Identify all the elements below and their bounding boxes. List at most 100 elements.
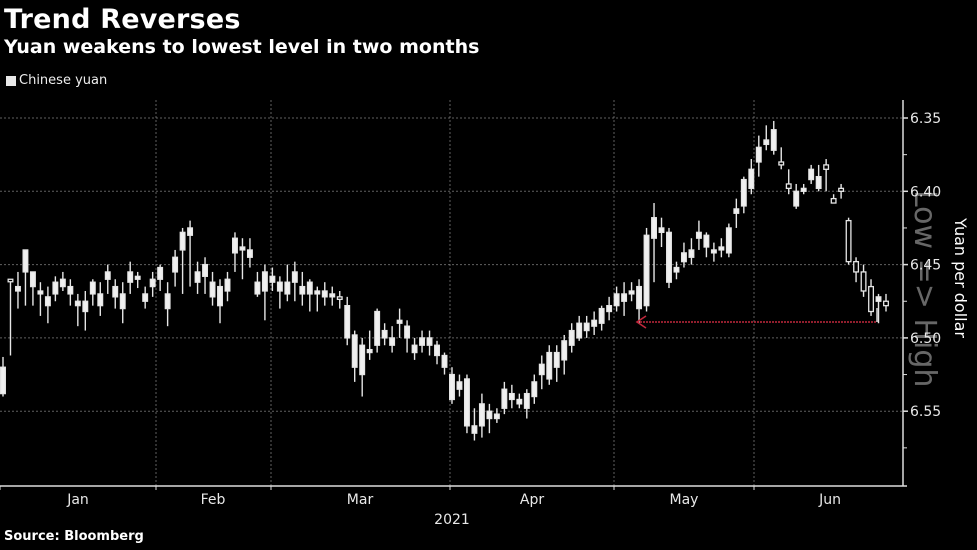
candle — [246, 238, 253, 268]
candle — [501, 381, 508, 415]
candle — [67, 279, 74, 306]
candle-body — [14, 285, 21, 292]
candle-body — [695, 231, 702, 239]
candle-body — [823, 164, 830, 170]
candle-body — [224, 278, 231, 292]
candle — [703, 232, 710, 258]
candle — [269, 267, 276, 291]
candle — [830, 194, 837, 204]
y-tick-label: 6.40 — [910, 184, 941, 200]
candle-body — [7, 278, 14, 283]
axes: 6.35 6.40 6.45 6.50 6.55 Jan Feb Mar Apr May Jun 20… — [0, 100, 970, 528]
candle-body — [860, 271, 867, 292]
candle-body — [456, 381, 463, 390]
candle-body — [374, 310, 381, 346]
candle — [314, 286, 321, 312]
candle-body — [643, 234, 650, 307]
candle-body — [112, 285, 119, 298]
candle — [860, 264, 867, 297]
candle-body — [598, 307, 605, 324]
candle-body — [44, 296, 51, 307]
candle — [755, 135, 762, 177]
candle-body — [254, 281, 261, 295]
candle — [613, 286, 620, 312]
candle-body — [246, 249, 253, 258]
watermark: Low => High — [907, 190, 942, 387]
candle-body — [516, 398, 523, 405]
candle-body — [666, 231, 672, 283]
candle — [778, 147, 785, 170]
candle-body — [37, 290, 44, 295]
candle — [868, 279, 875, 316]
candle-body — [651, 217, 657, 239]
candle — [695, 220, 702, 250]
x-year-label: 2021 — [434, 512, 470, 528]
candle — [396, 308, 403, 338]
candle-body — [119, 293, 126, 310]
candle-body — [187, 227, 194, 236]
candle-body — [344, 304, 351, 339]
candle — [112, 279, 119, 309]
candle — [643, 227, 650, 312]
candle-body — [710, 249, 717, 254]
candle-body — [22, 249, 29, 273]
candle — [74, 293, 81, 327]
candle — [583, 315, 590, 338]
candle-body — [628, 290, 635, 295]
candle-body — [426, 337, 433, 346]
candle — [598, 305, 605, 331]
candle — [291, 261, 298, 302]
y-axis-label: Yuan per dollar — [951, 217, 970, 338]
candle — [434, 340, 440, 365]
candle-body — [868, 285, 875, 313]
candle-body — [276, 281, 283, 292]
candle — [456, 374, 463, 397]
candle — [82, 290, 89, 331]
candle — [344, 296, 351, 346]
candle-body — [763, 139, 770, 146]
candle-body — [172, 256, 179, 273]
candle — [651, 203, 657, 283]
y-tick-label: 6.50 — [910, 331, 941, 347]
candle — [202, 257, 209, 294]
candle — [568, 323, 575, 353]
candle — [508, 384, 515, 409]
candle — [793, 183, 800, 209]
candle — [561, 334, 568, 375]
candle — [209, 271, 216, 306]
candle-body — [89, 281, 96, 295]
candle-body — [553, 351, 560, 368]
candle-body — [546, 351, 553, 380]
candle — [591, 311, 598, 335]
legend-label: Chinese yuan — [19, 73, 108, 88]
candle-body — [97, 293, 104, 307]
candle — [875, 293, 882, 324]
y-tick-label: 6.55 — [910, 404, 941, 420]
candle — [426, 330, 433, 356]
candle — [658, 217, 665, 248]
candle — [389, 326, 396, 353]
candle — [127, 261, 134, 294]
candle — [194, 261, 201, 294]
candle-body — [658, 227, 665, 233]
candle — [0, 356, 6, 397]
candle — [366, 330, 373, 360]
candle-body — [314, 290, 321, 295]
candle — [523, 389, 530, 419]
candle-body — [351, 334, 358, 368]
candle-body — [523, 392, 530, 409]
candle — [666, 227, 672, 289]
candle — [149, 271, 156, 297]
candle-body — [883, 300, 889, 307]
candle — [284, 264, 291, 302]
chart-title: Trend Reverses — [4, 4, 241, 35]
candle-body — [853, 261, 860, 273]
candle — [22, 249, 29, 306]
candle — [7, 278, 14, 356]
candle-body — [149, 278, 156, 288]
candle — [823, 159, 830, 192]
candle — [718, 238, 725, 258]
candle-body — [202, 263, 209, 277]
candle-body — [493, 413, 500, 420]
chart-subtitle: Yuan weakens to lowest level in two mont… — [4, 36, 480, 58]
